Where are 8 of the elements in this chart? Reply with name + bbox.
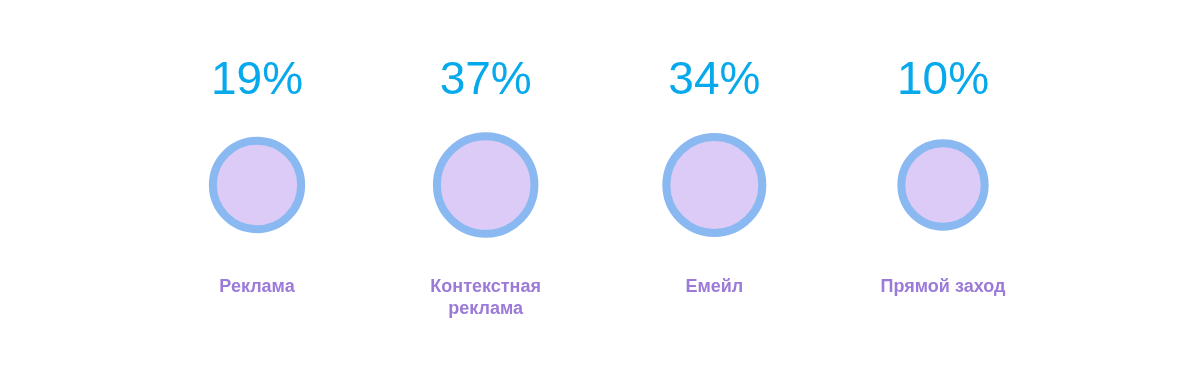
data-label: 10%: [896, 52, 990, 104]
category-label: Емейл: [685, 276, 744, 296]
data-label: 34%: [668, 52, 761, 104]
category-label: Реклама: [219, 276, 296, 296]
category-label: Прямой заход: [880, 276, 1006, 296]
category-label: Контекстная реклама: [430, 276, 541, 318]
data-label: 37%: [439, 52, 532, 104]
data-label: 19%: [210, 52, 304, 104]
